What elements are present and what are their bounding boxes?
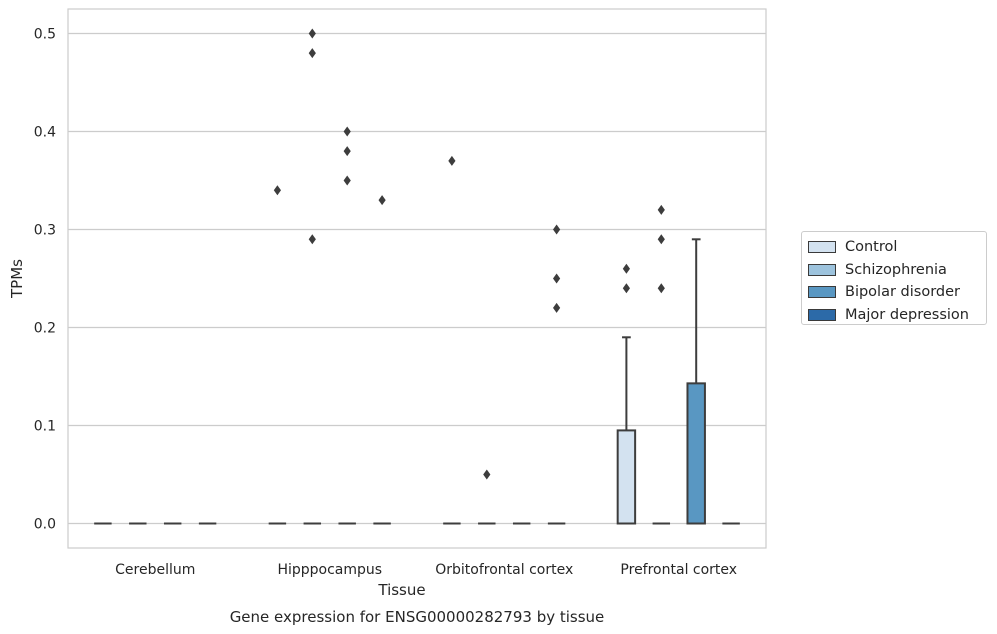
legend-swatch <box>808 263 836 276</box>
legend-label: Control <box>845 239 898 256</box>
outlier-point <box>483 469 491 480</box>
box-schizophrenia <box>652 204 671 525</box>
outlier-point <box>657 234 665 245</box>
box-schizophrenia <box>303 28 322 525</box>
legend-item: Bipolar disorder <box>808 281 986 304</box>
x-tick-label: Hipppocampus <box>277 562 382 578</box>
outlier-point <box>273 185 281 196</box>
x-axis-label: Tissue <box>377 581 425 599</box>
outlier-point <box>448 155 456 166</box>
legend-item: Control <box>808 236 986 259</box>
outlier-point <box>308 28 316 39</box>
y-tick-labels: 0.0 0.1 0.2 0.3 0.4 0.5 <box>34 27 56 533</box>
outlier-point <box>343 126 351 137</box>
box-schizophrenia <box>478 469 496 525</box>
box-body <box>616 429 637 525</box>
outlier-point <box>622 283 630 294</box>
legend-item: Schizophrenia <box>808 259 986 282</box>
x-tick-labels: Cerebellum Hipppocampus Orbitofrontal cort… <box>115 562 737 578</box>
boxes <box>94 28 740 525</box>
box-bipolar-disorder <box>338 126 356 525</box>
legend-swatch <box>808 308 836 321</box>
box-bipolar-disorder <box>686 238 706 525</box>
outlier-point <box>622 263 630 274</box>
box-body <box>686 382 706 525</box>
y-tick-label: 0.2 <box>34 321 56 337</box>
legend-swatch <box>808 241 836 254</box>
outlier-point <box>343 175 351 186</box>
outlier-point <box>308 234 316 245</box>
y-tick-label: 0.1 <box>34 419 56 435</box>
plot-frame <box>67 8 767 549</box>
legend-item: Major depression <box>808 304 986 327</box>
legend-swatch <box>808 286 836 299</box>
outlier-point <box>553 302 561 313</box>
box-major-depression <box>547 224 566 525</box>
outlier-point <box>657 283 665 294</box>
y-tick-label: 0.5 <box>34 27 56 43</box>
outlier-point <box>553 273 561 284</box>
y-tick-label: 0.0 <box>34 517 56 533</box>
x-tick-label: Prefrontal cortex <box>620 562 737 578</box>
box-control <box>616 263 637 525</box>
legend-label: Schizophrenia <box>845 261 947 278</box>
outlier-point <box>657 204 665 215</box>
legend: Control Schizophrenia Bipolar disorder Majo… <box>801 231 987 325</box>
legend-label: Major depression <box>845 306 969 323</box>
outlier-point <box>308 48 316 59</box>
grid-lines <box>68 32 766 525</box>
chart-caption: Gene expression for ENSG00000282793 by t… <box>230 608 605 626</box>
legend-label: Bipolar disorder <box>845 284 960 301</box>
x-tick-label: Orbitofrontal cortex <box>435 562 573 578</box>
y-tick-label: 0.3 <box>34 223 56 239</box>
box-major-depression <box>373 195 391 525</box>
box-control <box>268 185 287 525</box>
y-tick-label: 0.4 <box>34 125 56 141</box>
y-axis-label: TPMs <box>8 259 26 299</box>
outlier-point <box>553 224 561 235</box>
box-control <box>443 155 461 525</box>
x-tick-label: Cerebellum <box>115 562 195 578</box>
outlier-point <box>343 146 351 157</box>
outlier-point <box>378 195 386 206</box>
